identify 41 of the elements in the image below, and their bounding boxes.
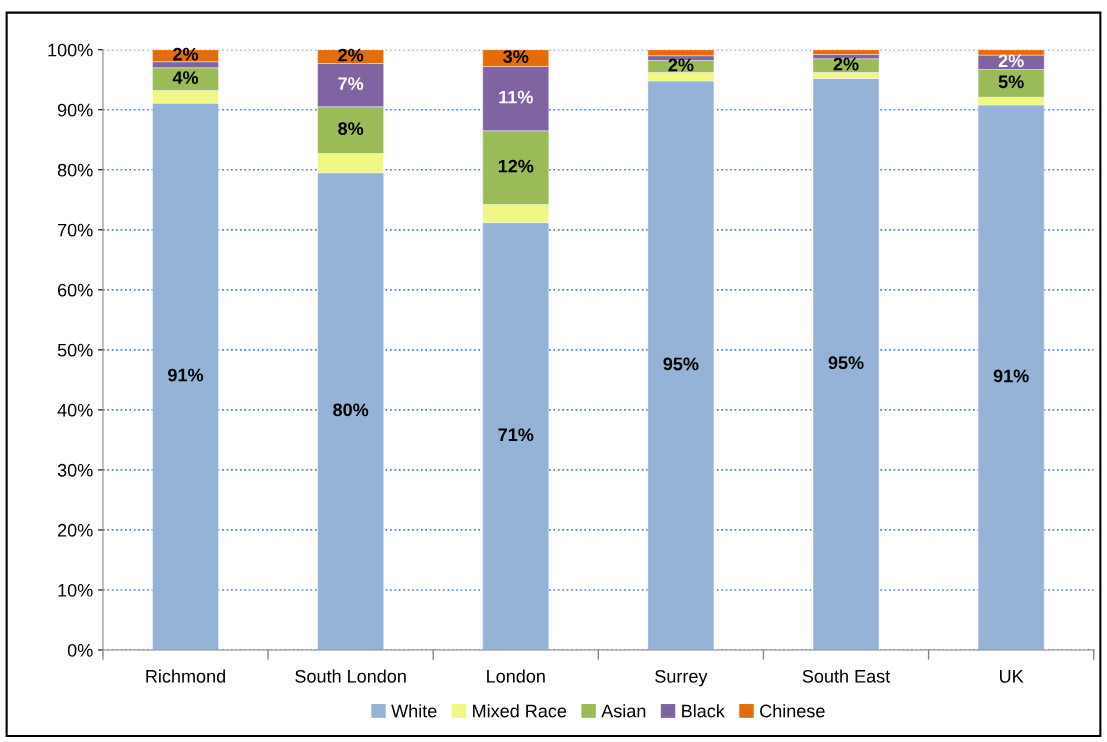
x-tick-label: South London bbox=[295, 669, 406, 683]
data-label: 91% bbox=[168, 368, 204, 382]
data-label: 2% bbox=[668, 58, 694, 72]
y-tick-label: 10% bbox=[58, 583, 93, 597]
x-tick-label: UK bbox=[1000, 670, 1024, 683]
data-label: 80% bbox=[333, 403, 369, 417]
legend-label: Chinese bbox=[760, 704, 825, 718]
legend-label: Black bbox=[682, 704, 725, 718]
data-label: 4% bbox=[172, 71, 199, 84]
data-label: 12% bbox=[498, 159, 534, 173]
legend-label: White bbox=[391, 704, 437, 718]
y-tick-label: 80% bbox=[57, 163, 93, 177]
data-label: 5% bbox=[998, 75, 1024, 89]
data-label: 7% bbox=[338, 77, 364, 90]
y-tick-label: 50% bbox=[57, 343, 93, 357]
x-tick-label: Richmond bbox=[146, 669, 225, 683]
data-label: 8% bbox=[338, 122, 364, 135]
legend-label: Mixed Race bbox=[473, 704, 567, 718]
x-tick-label: South East bbox=[802, 669, 891, 683]
data-label: 2% bbox=[998, 54, 1024, 68]
y-tick-label: 30% bbox=[57, 463, 93, 477]
y-tick-label: 40% bbox=[57, 403, 93, 417]
y-tick-label: 60% bbox=[58, 283, 93, 297]
data-label: 91% bbox=[993, 369, 1029, 383]
data-label: 2% bbox=[338, 48, 364, 62]
y-tick-label: 20% bbox=[58, 523, 93, 537]
x-tick-label: London bbox=[487, 669, 545, 683]
y-tick-label: 90% bbox=[57, 103, 93, 117]
legend-label: Asian bbox=[601, 704, 646, 718]
bar bbox=[812, 49, 880, 55]
data-label: 95% bbox=[663, 357, 699, 371]
y-tick-label: 70% bbox=[58, 223, 93, 237]
data-label: 2% bbox=[833, 57, 859, 71]
data-label: 3% bbox=[503, 50, 529, 63]
y-tick-label: 100% bbox=[48, 43, 93, 57]
x-tick-label: Surrey bbox=[655, 669, 708, 687]
data-label: 95% bbox=[828, 356, 864, 370]
y-tick-label: 0% bbox=[67, 643, 93, 657]
data-label: 2% bbox=[173, 47, 199, 61]
data-label: 11% bbox=[499, 90, 533, 104]
data-label: 71% bbox=[498, 428, 534, 442]
